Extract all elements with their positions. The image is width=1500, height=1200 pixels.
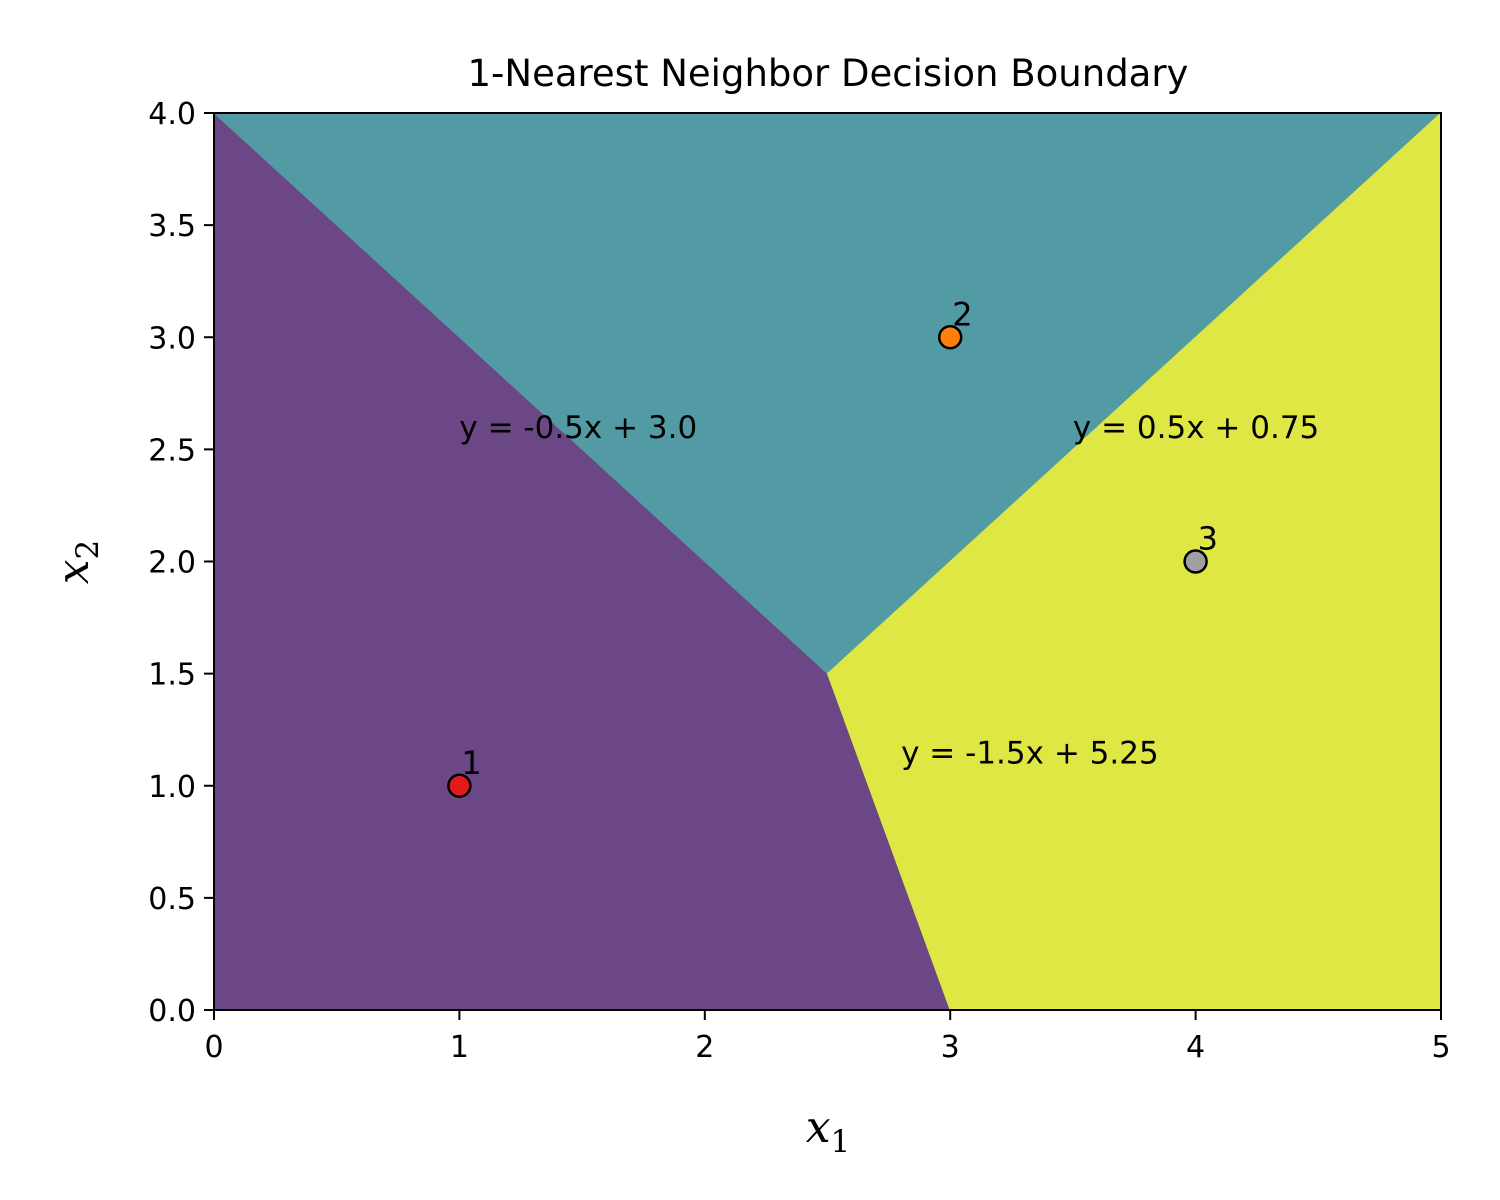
y-axis-title-subscript: 2 [70,540,106,560]
training-points: 1 2 3 [447,295,1218,798]
y-axis-title-base: x [48,559,99,584]
data-point-1 [447,773,472,798]
y-tick-label: 1.0 [148,770,196,805]
x-axis-title: x1 [806,1102,851,1160]
chart-title: 1-Nearest Neighbor Decision Boundary [468,52,1189,95]
data-point-3 [1183,549,1208,574]
axes: 0 1 2 3 4 5 0.0 0.5 1.0 1.5 2.0 2.5 3.0 3.5 4.0 [148,97,1450,1065]
y-tick-label: 1.5 [148,658,196,693]
y-tick-label: 4.0 [148,97,196,132]
y-tick-label: 3.5 [148,209,196,244]
x-tick-label: 3 [941,1030,960,1065]
decision-regions [212,111,1443,1011]
boundary-annotation: y = 0.5x + 0.75 [1073,410,1319,446]
x-tick-label: 4 [1186,1030,1205,1065]
y-tick-label: 0.5 [148,882,196,917]
data-point-label: 2 [952,295,972,333]
data-point-2 [937,325,963,350]
x-tick-label: 0 [204,1030,223,1065]
boundary-annotation: y = -1.5x + 5.25 [901,735,1159,771]
y-tick-label: 2.5 [148,433,196,468]
x-axis-title-base: x [806,1102,831,1153]
data-point-label: 1 [461,744,481,782]
y-tick-label: 3.0 [148,321,196,356]
x-tick-label: 5 [1431,1030,1450,1065]
x-axis-title-subscript: 1 [831,1124,851,1160]
boundary-annotation: y = -0.5x + 3.0 [459,410,697,446]
y-tick-label: 2.0 [148,546,196,581]
data-point-label: 3 [1198,520,1218,558]
y-tick-label: 0.0 [148,994,196,1029]
x-tick-label: 2 [695,1030,714,1065]
boundary-annotations: y = -0.5x + 3.0 y = 0.5x + 0.75 y = -1.5x … [459,410,1319,771]
x-tick-label: 1 [450,1030,469,1065]
y-axis-title: x2 [48,540,106,585]
